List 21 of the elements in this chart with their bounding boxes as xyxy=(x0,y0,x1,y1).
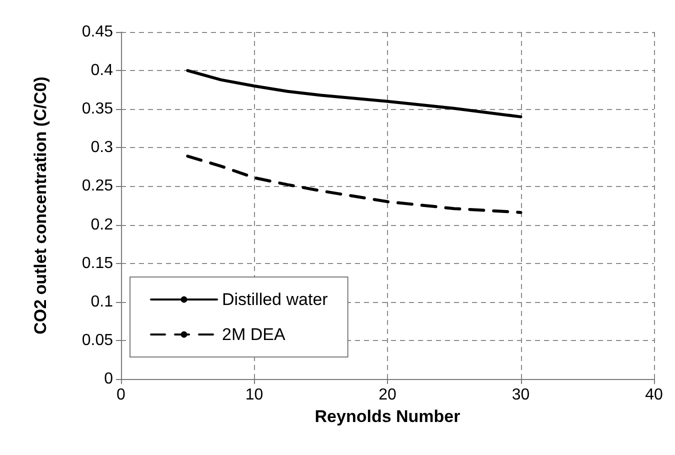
y-tick-label: 0.35 xyxy=(82,100,114,118)
y-tick-label: 0.1 xyxy=(90,293,114,310)
x-tick-label: 20 xyxy=(378,386,396,404)
y-tick-label: 0.45 xyxy=(82,24,114,40)
y-tick-label: 0.3 xyxy=(90,139,114,156)
x-tick-label: 0 xyxy=(116,386,126,404)
y-tick-label: 0 xyxy=(104,370,114,388)
line-series xyxy=(186,154,522,214)
legend-label: Distilled water xyxy=(222,290,328,309)
y-tick-label: 0.25 xyxy=(82,178,114,195)
y-tick-label: 0.4 xyxy=(90,62,114,80)
x-axis-title: Reynolds Number xyxy=(314,406,461,426)
x-tick-label: 10 xyxy=(245,386,264,404)
line-series xyxy=(186,69,522,118)
y-tick-label: 0.05 xyxy=(82,332,114,349)
x-tick-label: 40 xyxy=(645,386,663,404)
y-tick-label: 0.2 xyxy=(90,216,114,234)
y-tick-label: 0.15 xyxy=(82,254,114,272)
y-axis-title: CO2 outlet concentration (C/C0) xyxy=(31,76,50,334)
legend-label: 2M DEA xyxy=(222,325,286,344)
x-tick-label: 30 xyxy=(512,386,530,404)
